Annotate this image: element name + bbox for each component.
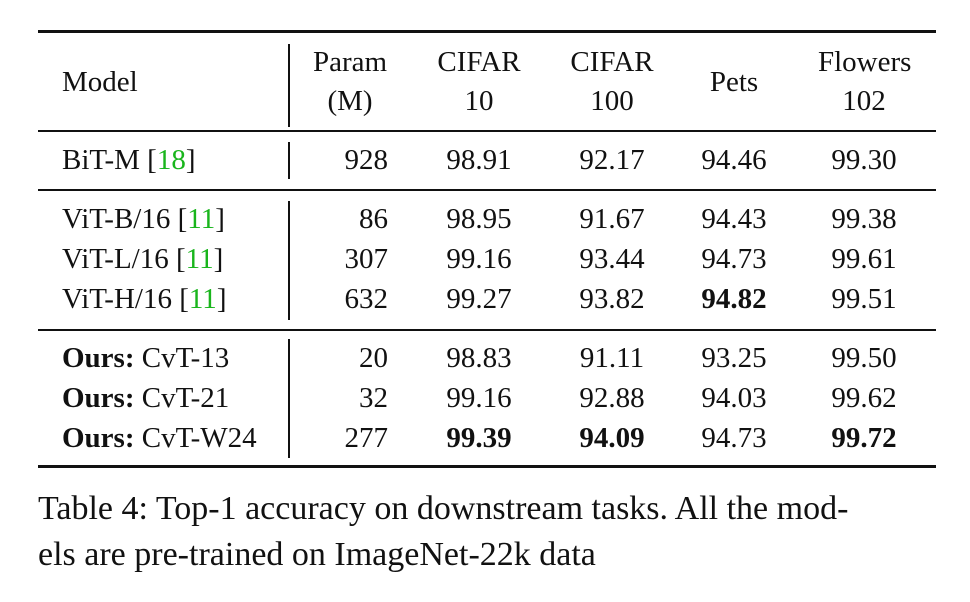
cifar100-best-cell: 94.09 — [579, 422, 645, 454]
cifar10-cell: 98.83 — [446, 342, 512, 374]
cifar10-cell: 99.16 — [446, 243, 512, 275]
cifar100-cell: 91.67 — [579, 203, 645, 235]
caption-line-2: els are pre-trained on ImageNet-22k data — [38, 536, 596, 573]
model-name: CvT-W24 — [134, 422, 257, 454]
flowers-cell: 99.62 — [831, 382, 897, 414]
flowers-cell: 99.30 — [831, 144, 897, 176]
model-name: CvT-13 — [134, 342, 230, 374]
header-cifar10-line-1: CIFAR — [437, 46, 521, 78]
model-prefix: Ours: — [62, 382, 135, 414]
model-name: ViT-H/16 [ — [62, 283, 189, 315]
pets-cell: 94.46 — [701, 144, 767, 176]
cifar100-cell: 93.44 — [579, 243, 645, 275]
table-bottom-rule — [38, 465, 936, 468]
flowers-cell: 99.61 — [831, 243, 897, 275]
header-param-line-1: Param — [312, 46, 388, 78]
cifar100-cell: 93.82 — [579, 283, 645, 315]
flowers-best-cell: 99.72 — [831, 422, 897, 454]
pets-cell: 93.25 — [701, 342, 767, 374]
group-1-vertical-rule — [288, 142, 290, 179]
pets-cell: 94.43 — [701, 203, 767, 235]
group-2-vertical-rule — [288, 201, 290, 320]
citation-suffix: ] — [216, 283, 227, 315]
header-cifar100-line-1: CIFAR — [570, 46, 654, 78]
model-cell: Ours: CvT-13 — [62, 338, 229, 378]
header-flowers-line-1: Flowers — [818, 46, 912, 78]
model-cell: ViT-L/16 [11] — [62, 239, 223, 279]
cifar10-best-cell: 99.39 — [446, 422, 512, 454]
param-cell: 632 — [344, 283, 389, 315]
flowers-cell: 99.50 — [831, 342, 897, 374]
model-cell: Ours: CvT-21 — [62, 378, 229, 418]
citation-suffix: ] — [185, 144, 196, 176]
citation-number: 18 — [156, 144, 186, 176]
header-pets: Pets — [709, 66, 759, 98]
cifar100-cell: 92.17 — [579, 144, 645, 176]
model-prefix: Ours: — [62, 342, 135, 374]
citation-number: 11 — [185, 243, 214, 275]
table-caption: Table 4: Top-1 accuracy on downstream ta… — [38, 486, 938, 578]
group-3-vertical-rule — [288, 339, 290, 458]
citation-number: 11 — [187, 203, 216, 235]
param-cell: 20 — [359, 342, 388, 374]
cifar10-cell: 99.16 — [446, 382, 512, 414]
model-name: CvT-21 — [134, 382, 230, 414]
header-param-line-2: (M) — [327, 85, 373, 117]
model-name: ViT-L/16 [ — [62, 243, 186, 275]
header-model: Model — [62, 66, 138, 98]
citation-suffix: ] — [213, 243, 224, 275]
caption-line-1: Table 4: Top-1 accuracy on downstream ta… — [38, 490, 849, 527]
param-cell: 928 — [344, 144, 389, 176]
header-cifar10-line-2: 10 — [464, 85, 494, 117]
pets-best-cell: 94.82 — [701, 283, 767, 315]
model-name: ViT-B/16 [ — [62, 203, 188, 235]
cifar10-cell: 99.27 — [446, 283, 512, 315]
pets-cell: 94.73 — [701, 422, 767, 454]
pets-cell: 94.03 — [701, 382, 767, 414]
model-cell: ViT-B/16 [11] — [62, 199, 225, 239]
cifar10-cell: 98.95 — [446, 203, 512, 235]
group-separator-rule-2 — [38, 329, 936, 331]
results-table: Model Param (M) CIFAR 10 CIFAR 100 Pets … — [38, 30, 936, 470]
model-name: BiT-M [ — [62, 144, 157, 176]
cifar100-cell: 91.11 — [579, 342, 645, 374]
table-top-rule — [38, 30, 936, 33]
header-flowers-line-2: 102 — [842, 85, 886, 117]
model-prefix: Ours: — [62, 422, 135, 454]
header-separator-rule — [38, 130, 936, 132]
flowers-cell: 99.38 — [831, 203, 897, 235]
param-cell: 307 — [344, 243, 389, 275]
model-cell: BiT-M [18] — [62, 140, 195, 180]
cifar100-cell: 92.88 — [579, 382, 645, 414]
flowers-cell: 99.51 — [831, 283, 897, 315]
cifar10-cell: 98.91 — [446, 144, 512, 176]
citation-suffix: ] — [215, 203, 225, 235]
pets-cell: 94.73 — [701, 243, 767, 275]
param-cell: 32 — [359, 382, 388, 414]
model-cell: Ours: CvT-W24 — [62, 418, 257, 458]
param-cell: 86 — [359, 203, 388, 235]
param-cell: 277 — [344, 422, 389, 454]
group-separator-rule-1 — [38, 189, 936, 191]
header-cifar100-line-2: 100 — [590, 85, 634, 117]
header-vertical-rule — [288, 44, 290, 127]
model-cell: ViT-H/16 [11] — [62, 279, 226, 319]
citation-number: 11 — [188, 283, 217, 315]
